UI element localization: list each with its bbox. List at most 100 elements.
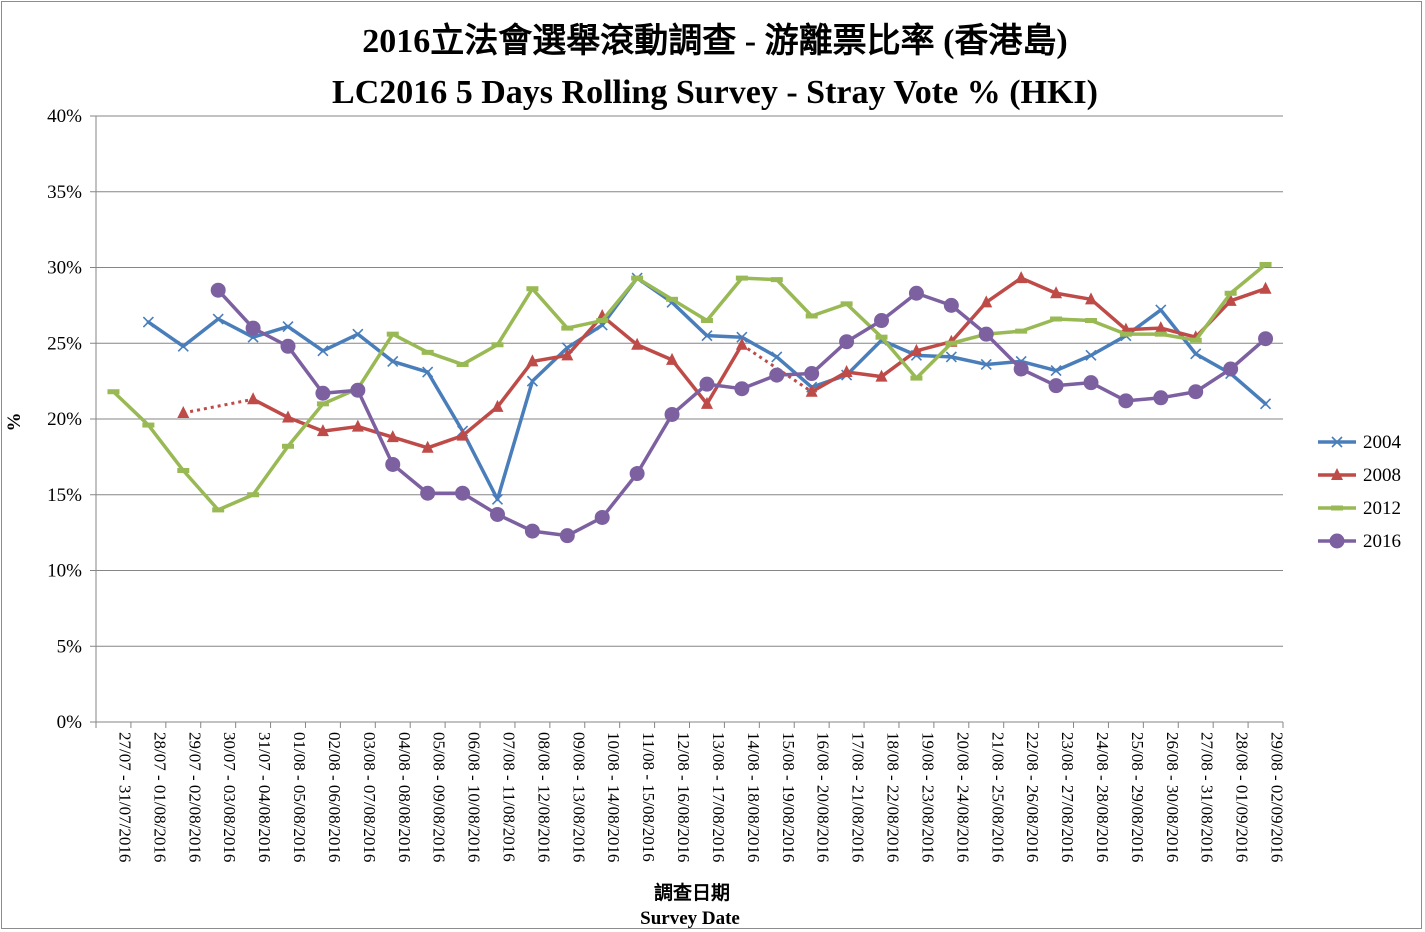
data-point bbox=[421, 349, 434, 355]
plot-area bbox=[107, 261, 1274, 544]
x-tick-label: 09/08 - 13/08/2016 bbox=[569, 732, 588, 862]
data-point bbox=[247, 392, 260, 405]
data-point bbox=[978, 326, 994, 342]
data-point bbox=[1223, 361, 1239, 377]
data-point bbox=[282, 410, 295, 423]
series-line-segment bbox=[146, 320, 186, 349]
series-line-segment bbox=[216, 317, 255, 339]
series-line-segment bbox=[705, 276, 744, 323]
x-tick-label: 20/08 - 24/08/2016 bbox=[953, 732, 972, 862]
series-line-segment bbox=[600, 471, 639, 520]
data-point bbox=[212, 507, 225, 513]
series-line-segment bbox=[530, 353, 570, 364]
data-point bbox=[491, 399, 504, 412]
x-axis-title: Survey Date bbox=[640, 908, 740, 929]
x-tick-label: 21/08 - 25/08/2016 bbox=[988, 732, 1007, 862]
data-point bbox=[700, 318, 713, 324]
x-tick-label: 01/08 - 05/08/2016 bbox=[290, 732, 309, 862]
data-point bbox=[804, 366, 820, 382]
series-line-segment bbox=[286, 402, 325, 449]
data-point bbox=[142, 422, 155, 428]
data-point bbox=[559, 528, 575, 544]
y-tick-label: 20% bbox=[47, 409, 82, 430]
data-point bbox=[561, 348, 574, 361]
series-line-segment bbox=[1019, 276, 1058, 296]
series-line-segment bbox=[914, 341, 954, 380]
data-point bbox=[631, 337, 644, 350]
x-tick-label: 17/08 - 21/08/2016 bbox=[849, 732, 868, 862]
series-line-segment bbox=[670, 300, 709, 338]
x-tick-label: 08/08 - 12/08/2016 bbox=[534, 732, 553, 862]
series-line-segment bbox=[984, 332, 1023, 371]
data-point bbox=[1050, 316, 1063, 322]
series-line-segment bbox=[530, 346, 570, 383]
data-point bbox=[666, 352, 679, 365]
series-line-segment bbox=[670, 297, 709, 323]
series-line-segment bbox=[1089, 333, 1128, 358]
data-point bbox=[491, 493, 504, 505]
data-point bbox=[491, 342, 504, 348]
data-point bbox=[1224, 290, 1237, 296]
data-point bbox=[177, 340, 189, 352]
x-tick-label: 28/07 - 01/08/2016 bbox=[150, 732, 169, 862]
data-point bbox=[874, 313, 890, 329]
data-point bbox=[631, 275, 644, 281]
series-line-segment bbox=[600, 276, 639, 323]
data-point bbox=[489, 506, 505, 522]
legend-label: 2012 bbox=[1363, 498, 1401, 519]
data-point bbox=[1190, 348, 1202, 360]
series-line-segment bbox=[879, 349, 919, 379]
data-point bbox=[1050, 286, 1063, 299]
series-line-segment bbox=[844, 302, 884, 339]
series-line-segment bbox=[1089, 297, 1128, 332]
data-point bbox=[875, 334, 888, 340]
data-point bbox=[666, 296, 679, 302]
data-point bbox=[1259, 281, 1272, 294]
series-line-segment bbox=[844, 338, 884, 377]
data-point bbox=[386, 430, 399, 443]
x-axis-title-zh: 調查日期 bbox=[654, 881, 730, 904]
series-line-segment bbox=[146, 423, 186, 473]
data-point bbox=[526, 286, 539, 292]
x-tick-label: 30/07 - 03/08/2016 bbox=[220, 732, 239, 862]
data-point bbox=[1013, 361, 1029, 377]
data-point bbox=[456, 361, 469, 367]
data-point bbox=[1048, 378, 1064, 394]
data-point bbox=[1085, 349, 1097, 361]
series-line-segment bbox=[391, 462, 430, 495]
series-line-segment bbox=[949, 303, 988, 336]
x-tick-label: 31/07 - 04/08/2016 bbox=[255, 732, 274, 862]
series-dotted-segment bbox=[182, 397, 254, 415]
data-point bbox=[943, 297, 959, 313]
series-line-segment bbox=[286, 324, 325, 353]
legend-item-2012: 2012 bbox=[1318, 498, 1401, 519]
data-point bbox=[840, 301, 853, 307]
x-tick-label: 27/07 - 31/07/2016 bbox=[115, 732, 134, 862]
data-point bbox=[1155, 304, 1167, 316]
data-point bbox=[945, 340, 958, 346]
x-tick-label: 02/08 - 06/08/2016 bbox=[325, 732, 344, 862]
axes bbox=[90, 115, 1284, 728]
data-point bbox=[908, 285, 924, 301]
data-point bbox=[1331, 505, 1343, 511]
data-point bbox=[352, 328, 364, 340]
data-point bbox=[1119, 331, 1132, 337]
series-line-segment bbox=[1228, 336, 1268, 371]
data-point bbox=[945, 351, 957, 363]
data-point bbox=[455, 485, 471, 501]
series-line-segment bbox=[1159, 326, 1198, 339]
data-point bbox=[701, 330, 713, 342]
series-line-segment bbox=[286, 344, 325, 395]
data-point bbox=[805, 384, 818, 397]
data-point bbox=[524, 523, 540, 539]
series-line-segment bbox=[670, 382, 709, 417]
data-point bbox=[456, 428, 469, 441]
data-point bbox=[596, 318, 609, 324]
data-point bbox=[1015, 271, 1028, 284]
legend-label: 2016 bbox=[1363, 531, 1401, 552]
series-line-segment bbox=[216, 493, 255, 512]
series-line-segment bbox=[391, 332, 430, 355]
data-point bbox=[350, 382, 366, 398]
data-point bbox=[1015, 328, 1028, 334]
